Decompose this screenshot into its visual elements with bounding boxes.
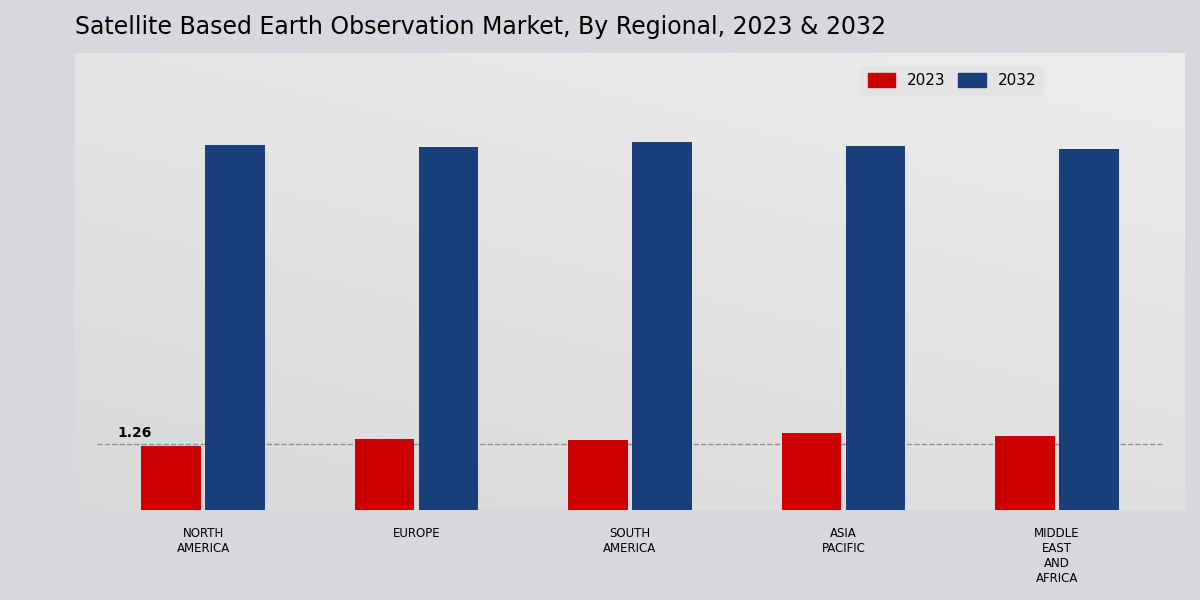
Bar [142, 446, 200, 511]
Bar [419, 148, 479, 511]
Bar [568, 440, 628, 511]
Text: Satellite Based Earth Observation Market, By Regional, 2023 & 2032: Satellite Based Earth Observation Market… [74, 15, 886, 39]
Bar [355, 439, 414, 511]
Bar [632, 142, 692, 511]
Bar [995, 436, 1055, 511]
Text: 1.26: 1.26 [118, 426, 152, 440]
Bar [781, 433, 841, 511]
Bar [1060, 149, 1118, 511]
Legend: 2023, 2032: 2023, 2032 [860, 65, 1044, 96]
Bar [846, 146, 905, 511]
Bar [205, 145, 265, 511]
